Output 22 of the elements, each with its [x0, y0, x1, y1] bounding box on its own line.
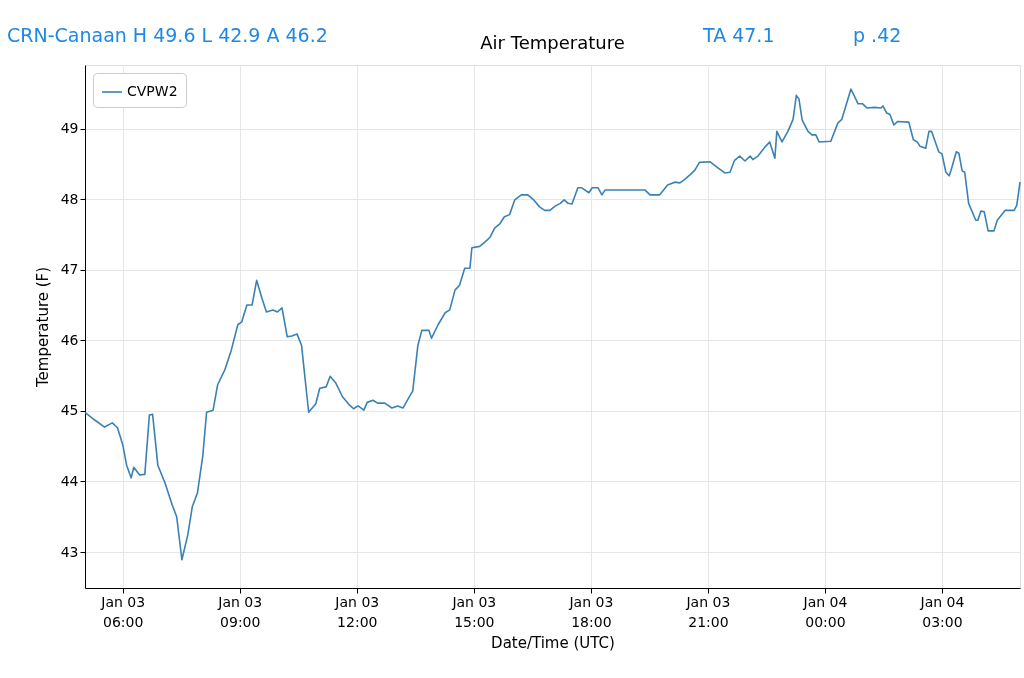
y-tick-label: 44 [60, 472, 79, 489]
x-tick-label: Jan 03 18:00 [568, 593, 614, 630]
y-tick-label: 48 [60, 190, 79, 207]
x-axis-title: Date/Time (UTC) [491, 633, 615, 652]
legend-label: CVPW2 [127, 83, 178, 99]
x-tick-label: Jan 04 00:00 [802, 593, 848, 630]
y-tick-label: 49 [60, 120, 79, 137]
x-tick-label: Jan 04 03:00 [919, 593, 965, 630]
y-tick-label: 43 [60, 543, 79, 560]
text: TA 47.1 [702, 24, 775, 46]
y-tick-label: 45 [60, 402, 79, 419]
y-axis-title: Temperature (F) [33, 266, 52, 389]
text: p .42 [853, 24, 902, 46]
x-tick-label: Jan 03 21:00 [685, 593, 731, 630]
text: CRN-Canaan H 49.6 L 42.9 A 46.2 [7, 24, 328, 46]
y-tick-label: 47 [60, 261, 79, 278]
y-tick-label: 46 [60, 331, 79, 348]
x-tick-label: Jan 03 15:00 [451, 593, 497, 630]
x-tick-label: Jan 03 09:00 [217, 593, 263, 630]
x-tick-label: Jan 03 06:00 [100, 593, 146, 630]
chart-title: Air Temperature [480, 32, 625, 53]
x-tick-label: Jan 03 12:00 [334, 593, 380, 630]
